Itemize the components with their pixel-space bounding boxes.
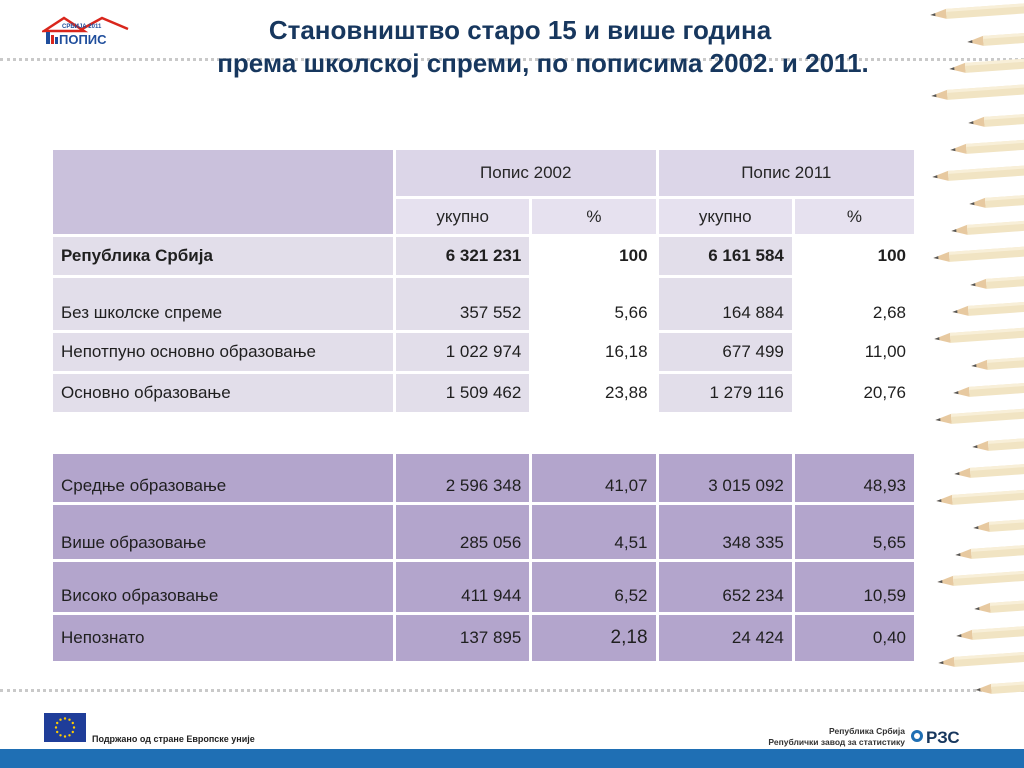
row-label: Основно образовање (53, 374, 393, 412)
cell-total-2002: 285 056 (396, 505, 530, 559)
row-label: Непотпуно основно образовање (53, 333, 393, 371)
cell-total-2011: 6 161 584 (658, 237, 792, 275)
popis-logo-graphic: СРБИЈА 2011 ПОПИС (42, 16, 129, 47)
footer-bar (0, 749, 1024, 768)
cell-percent-2002: 4,51 (532, 505, 656, 559)
cell-total-2002: 1 022 974 (396, 333, 530, 371)
cell-percent-2011: 2,68 (794, 278, 914, 330)
cell-total-2011: 24 424 (658, 615, 792, 661)
page-title: Становништво старо 15 и више година прем… (140, 14, 900, 80)
cell-total-2002: 137 895 (396, 615, 530, 661)
row-label: Средње образовање (53, 454, 393, 502)
cell-percent-2002: 100 (532, 237, 656, 275)
header-total-2011: укупно (658, 199, 792, 234)
rzs-logo-text: РЗС (926, 728, 960, 747)
title-line-1: Становништво старо 15 и више година (268, 15, 772, 45)
cell-percent-2011: 5,65 (794, 505, 914, 559)
cell-total-2002: 6 321 231 (396, 237, 530, 275)
title-line-2: према школској спреми, по пописима 2002.… (217, 48, 869, 78)
education-table-bottom: Средње образовање 2 596 348 41,07 3 015 … (50, 451, 917, 664)
cell-total-2011: 3 015 092 (658, 454, 792, 502)
cell-total-2011: 677 499 (658, 333, 792, 371)
top-dotted-divider (0, 58, 1024, 61)
cell-percent-2002: 2,18 (532, 615, 656, 661)
header-total-2002: укупно (396, 199, 530, 234)
cell-total-2011: 348 335 (658, 505, 792, 559)
table-row: Средње образовање 2 596 348 41,07 3 015 … (53, 454, 914, 502)
cell-percent-2011: 11,00 (794, 333, 914, 371)
row-label: Непознато (53, 615, 393, 661)
cell-percent-2011: 20,76 (794, 374, 914, 412)
cell-percent-2011: 10,59 (794, 562, 914, 612)
table-row: Без школске спреме 357 552 5,66 164 884 … (53, 278, 914, 330)
logo-main-text: ПОПИС (59, 32, 107, 47)
cell-percent-2002: 16,18 (532, 333, 656, 371)
row-label: Високо образовање (53, 562, 393, 612)
cell-percent-2011: 48,93 (794, 454, 914, 502)
header-percent-2002: % (532, 199, 656, 234)
cell-total-2011: 1 279 116 (658, 374, 792, 412)
row-label: Више образовање (53, 505, 393, 559)
cell-percent-2002: 41,07 (532, 454, 656, 502)
rzs-caption: Република Србија Републички завод за ста… (760, 726, 905, 748)
table-row-serbia: Република Србија 6 321 231 100 6 161 584… (53, 237, 914, 275)
cell-percent-2011: 100 (794, 237, 914, 275)
table-row: Више образовање 285 056 4,51 348 335 5,6… (53, 505, 914, 559)
eu-support-text: Подржано од стране Европске уније (92, 734, 255, 744)
cell-total-2002: 2 596 348 (396, 454, 530, 502)
row-label: Без школске спреме (53, 278, 393, 330)
cell-percent-2002: 6,52 (532, 562, 656, 612)
table-row: Непознато 137 895 2,18 24 424 0,40 (53, 615, 914, 661)
rzs-logo-mark-inner (914, 733, 920, 739)
header-census-2011: Попис 2011 (658, 150, 914, 196)
cell-total-2002: 411 944 (396, 562, 530, 612)
pencil-border-icon (930, 2, 1024, 694)
table-row: Непотпуно основно образовање 1 022 974 1… (53, 333, 914, 371)
cell-total-2011: 164 884 (658, 278, 792, 330)
cell-percent-2002: 23,88 (532, 374, 656, 412)
header-percent-2011: % (794, 199, 914, 234)
cell-total-2002: 1 509 462 (396, 374, 530, 412)
cell-total-2002: 357 552 (396, 278, 530, 330)
rzs-logo: РЗС (911, 728, 960, 747)
row-label: Република Србија (53, 237, 393, 275)
cell-total-2011: 652 234 (658, 562, 792, 612)
cell-percent-2002: 5,66 (532, 278, 656, 330)
rzs-line-1: Република Србија (829, 726, 905, 736)
header-census-2002: Попис 2002 (396, 150, 656, 196)
header-blank-cell (53, 150, 393, 234)
logo-top-text: СРБИЈА 2011 (62, 24, 102, 30)
table-row: Основно образовање 1 509 462 23,88 1 279… (53, 374, 914, 412)
rzs-line-2: Републички завод за статистику (768, 737, 905, 747)
education-table-top: Попис 2002 Попис 2011 укупно % укупно % … (50, 147, 917, 415)
popis-2011-logo: СРБИЈА 2011 ПОПИС (42, 15, 132, 47)
cell-percent-2011: 0,40 (794, 615, 914, 661)
bottom-dotted-divider (0, 689, 1024, 692)
table-row: Високо образовање 411 944 6,52 652 234 1… (53, 562, 914, 612)
eu-flag-icon (44, 713, 86, 742)
